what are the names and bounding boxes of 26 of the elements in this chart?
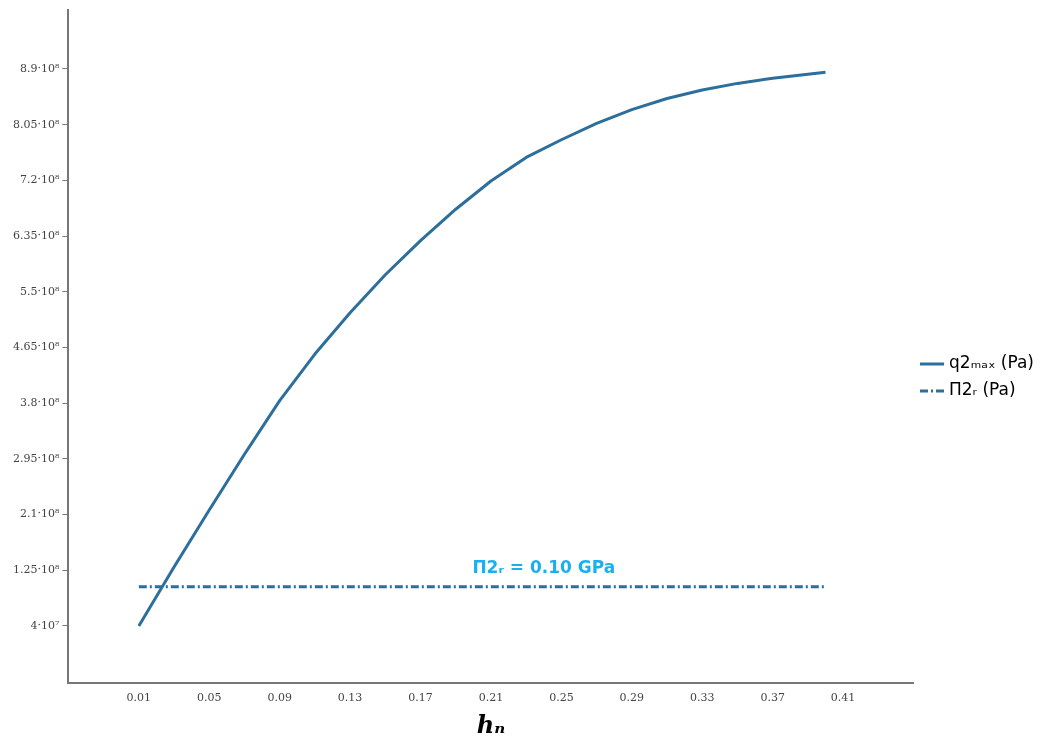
x-tick-label: 0.17 — [408, 691, 433, 705]
legend-label: q2ₘₐₓ (Pa) — [949, 352, 1035, 373]
y-tick-label: 4.65·10⁸ — [12, 340, 60, 354]
x-tick-label: 0.05 — [197, 691, 222, 705]
y-tick-label: 2.1·10⁸ — [19, 507, 60, 521]
x-tick-label: 0.37 — [760, 691, 785, 705]
y-tick-label: 1.25·10⁸ — [12, 563, 60, 577]
annotation: Π2ᵣ = 0.10 GPa — [472, 556, 616, 577]
y-tick-label: 3.8·10⁸ — [19, 396, 60, 410]
x-tick-label: 0.13 — [337, 691, 363, 705]
y-tick-label: 5.5·10⁸ — [19, 284, 60, 298]
y-tick-label: 8.9·10⁸ — [19, 61, 60, 75]
x-tick-label: 0.41 — [830, 691, 856, 705]
y-tick-label: 2.95·10⁸ — [12, 451, 60, 465]
y-tick-label: 4·10⁷ — [30, 618, 60, 632]
x-axis-title: hₙ — [476, 709, 506, 739]
x-tick-label: 0.01 — [126, 691, 152, 705]
x-tick-label: 0.25 — [549, 691, 574, 705]
x-tick-label: 0.33 — [689, 691, 715, 705]
y-tick-label: 8.05·10⁸ — [12, 117, 60, 131]
y-tick-label: 7.2·10⁸ — [19, 173, 60, 187]
legend-label: Π2ᵣ (Pa) — [949, 379, 1016, 400]
x-tick-label: 0.09 — [267, 691, 292, 705]
x-tick-label: 0.21 — [478, 691, 504, 705]
x-tick-label: 0.29 — [619, 691, 645, 705]
y-tick-label: 6.35·10⁸ — [12, 228, 60, 242]
